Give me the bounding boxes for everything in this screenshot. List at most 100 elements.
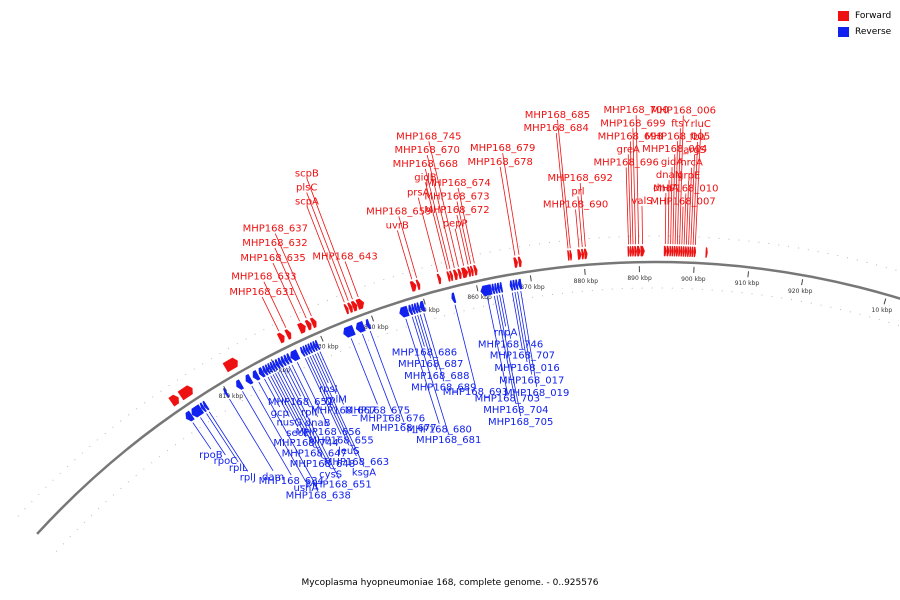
forward-gene-arrow — [684, 246, 688, 257]
gene-label: ksgA — [352, 468, 376, 479]
forward-gene-arrow — [640, 245, 645, 257]
forward-gene-arrow — [276, 332, 285, 344]
forward-gene-arrow — [705, 247, 708, 258]
gene-leader-line — [685, 180, 690, 245]
scale-tick — [423, 298, 426, 305]
forward-gene-arrow — [637, 245, 641, 257]
scale-tick-label: 890 kbp — [627, 275, 652, 282]
reverse-gene-arrow — [312, 340, 318, 352]
reverse-gene-arrow — [274, 358, 282, 370]
forward-gene-arrow — [467, 266, 471, 277]
reverse-gene-arrow — [245, 373, 254, 385]
reverse-gene-arrow — [509, 280, 514, 291]
gene-leader-line — [206, 413, 239, 463]
reverse-gene-arrow — [222, 387, 230, 398]
gene-leader-line — [575, 209, 580, 248]
gene-leader-line — [306, 192, 349, 301]
scale-tick-label: 880 kbp — [574, 278, 599, 285]
gene-leader-line — [625, 167, 629, 245]
forward-gene-arrow — [436, 273, 442, 285]
reverse-gene-arrow — [262, 365, 269, 376]
reverse-gene-arrow — [286, 353, 293, 364]
scale-tick — [320, 335, 324, 342]
gene-leader-line — [405, 318, 440, 424]
reverse-gene-arrow — [343, 324, 356, 338]
gene-label: grpE — [677, 171, 700, 182]
gene-leader-line — [511, 292, 523, 350]
gene-label: MHP168_672 — [424, 205, 489, 216]
gene-label: MHP168_692 — [547, 173, 612, 184]
gene-leader-line — [309, 355, 357, 457]
gene-label: MHP168_687 — [398, 359, 463, 370]
gene-leader-line — [275, 372, 315, 448]
gene-label: MHP168_707 — [490, 351, 555, 362]
reverse-gene-arrow — [499, 282, 504, 293]
scale-tick-label: 900 kbp — [681, 276, 706, 283]
gene-label: hrcA — [680, 158, 703, 169]
gene-leader-line — [251, 385, 307, 482]
reverse-track-guide — [55, 287, 900, 552]
map-caption: Mycoplasma hyopneumoniae 168, complete g… — [301, 578, 599, 588]
gene-label: MHP168_745 — [396, 131, 461, 142]
forward-gene-arrow — [693, 246, 697, 258]
forward-gene-arrow — [627, 246, 630, 257]
gene-label: dnaA — [653, 183, 679, 194]
gene-label: rplI — [301, 407, 317, 418]
reverse-gene-arrow — [517, 278, 523, 290]
reverse-gene-arrow — [365, 318, 372, 330]
gene-label: MHP168_698 — [598, 131, 663, 142]
gene-label: MHP168_670 — [394, 145, 459, 156]
gene-label: leuS — [338, 446, 360, 457]
forward-gene-arrow — [675, 246, 679, 257]
gene-leader-line — [396, 230, 413, 280]
gene-leader-line — [629, 141, 634, 245]
gene-label: gcp — [271, 408, 289, 419]
gene-leader-line — [274, 247, 307, 319]
reverse-gene-arrow — [411, 303, 416, 315]
gene-leader-line — [272, 262, 300, 322]
gene-label: MHP168_705 — [488, 417, 553, 428]
gene-leader-line — [208, 411, 249, 472]
gene-label: valS — [631, 196, 652, 207]
gene-leader-line — [419, 314, 438, 371]
gene-leader-line — [417, 314, 432, 359]
gene-leader-line — [627, 154, 632, 245]
gene-label: MHP168_655 — [308, 435, 373, 446]
gene-label: MHP168_652 — [268, 397, 333, 408]
gene-label: MHP168_017 — [499, 375, 564, 386]
scale-tick-label: 860 kbp — [467, 294, 492, 301]
forward-gene-arrow — [177, 385, 193, 401]
reverse-gene-arrow — [416, 302, 421, 313]
gene-label: MHP168_007 — [650, 196, 715, 207]
gene-leader-line — [520, 290, 538, 387]
gene-leader-line — [694, 129, 702, 245]
gene-label: greA — [617, 144, 640, 155]
gene-leader-line — [487, 297, 508, 393]
legend: Forward Reverse — [838, 9, 891, 41]
gene-leader-line — [304, 358, 342, 435]
gene-leader-line — [319, 351, 345, 405]
forward-gene-arrow — [297, 322, 306, 334]
gene-label: MHP168_678 — [467, 157, 532, 168]
forward-gene-arrow — [350, 300, 358, 312]
forward-gene-arrow — [415, 279, 421, 291]
scale-tick-label: 850 kbp — [415, 307, 440, 314]
gene-leader-line — [496, 295, 522, 417]
gene-label: MHP168_703 — [475, 393, 540, 404]
gene-label: scpA — [295, 196, 319, 207]
gene-leader-line — [414, 315, 425, 347]
reverse-gene-arrow — [199, 402, 207, 413]
forward-gene-arrow — [687, 246, 690, 257]
reverse-gene-arrow — [304, 344, 311, 355]
gene-label: rpsI — [319, 384, 338, 395]
reverse-gene-arrow — [491, 283, 496, 295]
gene-label: pepP — [443, 219, 468, 230]
gene-leader-line — [277, 371, 323, 459]
forward-gene-arrow — [517, 256, 522, 268]
reverse-gene-arrow — [202, 400, 210, 411]
forward-gene-arrow — [343, 303, 349, 315]
gene-label: secE — [286, 428, 309, 439]
gene-leader-line — [200, 417, 226, 456]
gene-label: MHP168_675 — [345, 405, 410, 416]
